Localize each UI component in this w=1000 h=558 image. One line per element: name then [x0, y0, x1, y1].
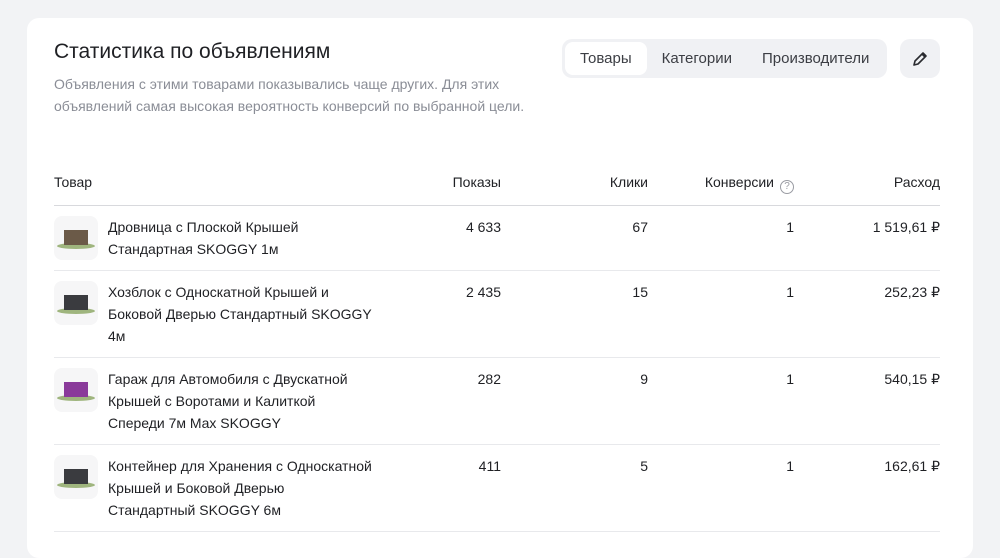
table-header: Товар Показы Клики Конверсии? Расход: [54, 168, 940, 206]
product-image: [54, 455, 98, 499]
col-conversions-label: Конверсии: [704, 174, 774, 190]
table-row: Дровница с Плоской Крышей Стандартная SK…: [54, 206, 940, 271]
clicks-value: 5: [640, 458, 648, 474]
cost-value: 540,15 ₽: [884, 371, 940, 387]
col-clicks[interactable]: Клики: [609, 174, 648, 190]
product-image: [54, 281, 98, 325]
col-shows[interactable]: Показы: [452, 174, 501, 190]
product-image: [54, 368, 98, 412]
pencil-icon: [913, 51, 927, 66]
table-row: Контейнер для Хранения с Односкатной Кры…: [54, 445, 940, 532]
col-product: Товар: [54, 174, 93, 190]
page-title: Статистика по объявлениям: [54, 40, 331, 63]
conversions-value: 1: [786, 371, 794, 387]
cost-value: 252,23 ₽: [884, 284, 940, 300]
tab-products[interactable]: Товары: [565, 42, 647, 75]
col-conversions[interactable]: Конверсии?: [648, 168, 794, 205]
conversions-value: 1: [786, 219, 794, 235]
product-name[interactable]: Гараж для Автомобиля с Двускатной Крышей…: [108, 371, 348, 431]
cost-value: 162,61 ₽: [884, 458, 940, 474]
shows-value: 2 435: [465, 284, 501, 300]
product-name[interactable]: Хозблок с Односкатной Крышей и Боковой Д…: [108, 284, 372, 344]
col-cost[interactable]: Расход: [893, 174, 940, 190]
table-row: Гараж для Автомобиля с Двускатной Крышей…: [54, 358, 940, 445]
tab-categories[interactable]: Категории: [661, 50, 732, 67]
table-row: Хозблок с Односкатной Крышей и Боковой Д…: [54, 271, 940, 358]
conversions-value: 1: [786, 458, 794, 474]
tab-manufacturers[interactable]: Производители: [762, 50, 870, 67]
product-name[interactable]: Дровница с Плоской Крышей Стандартная SK…: [108, 219, 299, 257]
shows-value: 411: [478, 458, 501, 474]
clicks-value: 15: [632, 284, 648, 300]
cost-value: 1 519,61 ₽: [872, 219, 940, 235]
clicks-value: 9: [640, 371, 648, 387]
shows-value: 4 633: [465, 219, 501, 235]
products-table: Товар Показы Клики Конверсии? Расход Дро…: [54, 168, 940, 532]
subtitle: Объявления с этими товарами показывались…: [54, 76, 525, 114]
stats-card: Статистика по объявлениям Объявления с э…: [27, 18, 973, 558]
product-name[interactable]: Контейнер для Хранения с Односкатной Кры…: [108, 458, 372, 518]
clicks-value: 67: [632, 219, 648, 235]
product-cell: Гараж для Автомобиля с Двускатной Крышей…: [54, 368, 374, 434]
product-image: [54, 216, 98, 260]
product-cell: Дровница с Плоской Крышей Стандартная SK…: [54, 216, 374, 260]
tab-switcher: Товары Категории Производители: [562, 39, 888, 78]
edit-button[interactable]: [900, 39, 940, 78]
conversions-value: 1: [786, 284, 794, 300]
product-cell: Контейнер для Хранения с Односкатной Кры…: [54, 455, 374, 521]
help-icon[interactable]: ?: [780, 180, 794, 194]
shows-value: 282: [477, 371, 501, 387]
product-cell: Хозблок с Односкатной Крышей и Боковой Д…: [54, 281, 374, 347]
